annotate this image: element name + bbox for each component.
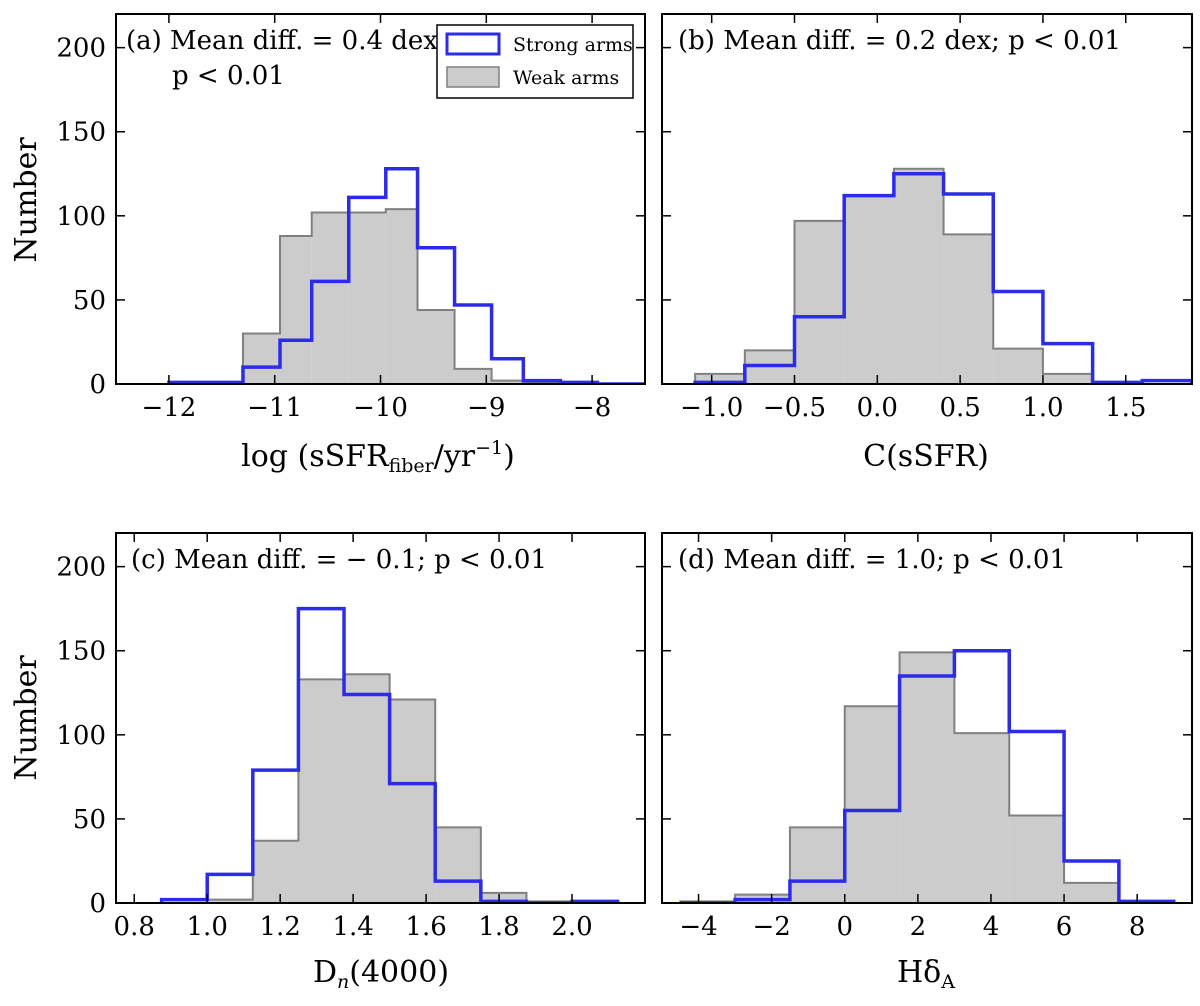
panel-a-weak-bar xyxy=(348,212,386,384)
panel-a-weak-bar xyxy=(417,310,455,384)
panel-d-strong-step xyxy=(680,648,1176,903)
panel-c-weak-bar xyxy=(298,679,345,903)
panel-a-y-tick-label: 150 xyxy=(56,118,106,148)
panel-b-axes-frame xyxy=(661,13,1193,385)
panel-d-plot-area xyxy=(679,648,1176,903)
panel-a-y-tick-label: 100 xyxy=(56,202,106,232)
panel-b-x-tick-label: −1.0 xyxy=(680,393,743,423)
panel-c-weak-bar xyxy=(389,699,436,903)
legend-strong-label: Strong arms xyxy=(513,34,633,56)
panel-c-weak-bar xyxy=(480,892,527,903)
panel-c-y-tick-label: 50 xyxy=(73,805,106,835)
legend-weak-swatch xyxy=(446,66,500,88)
panel-d-weak-outline xyxy=(679,651,1174,903)
panel-c-x-tick-label: 1.0 xyxy=(187,912,228,942)
panel-b-plot-area xyxy=(693,167,1192,384)
panel-d-axes-frame xyxy=(661,532,1193,904)
panel-c-y-tick-label: 150 xyxy=(56,637,106,667)
panel-d-weak-bar xyxy=(844,706,900,903)
panel-c-x-tick-label: 1.2 xyxy=(259,912,300,942)
panel-b-weak-bar xyxy=(943,234,994,384)
panel-c-x-tick-label: 0.8 xyxy=(114,912,155,942)
panel-d-x-tick-label: −2 xyxy=(752,912,790,942)
panel-a-x-axis-label: log (sSFRfiber/yr−1) xyxy=(241,437,515,477)
panel-d-x-tick-label: 2 xyxy=(910,912,927,942)
panel-a-x-tick-label: −10 xyxy=(353,393,408,423)
panel-c-weak-bar xyxy=(252,840,299,903)
panel-c-histogram: 0.8 1.0 1.2 1.4 1.6 1.8 2.0 0 50 100 150 200 xyxy=(56,532,646,942)
legend-strong-swatch xyxy=(445,32,501,56)
panel-d-weak-bar xyxy=(954,733,1010,903)
panel-b-x-axis-label: C(sSFR) xyxy=(863,439,989,474)
panel-d-x-axis-label: HδA xyxy=(897,955,955,993)
panel-c-weak-bar xyxy=(344,674,390,903)
panel-c-annotation: (c) Mean diff. = − 0.1; p < 0.01 xyxy=(131,545,547,575)
panel-a-annotation: (a) Mean diff. = 0.4 dex; xyxy=(126,26,447,56)
panel-c-y-tick-label: 0 xyxy=(89,889,106,919)
panel-c-plot-area xyxy=(159,606,620,903)
panel-b-weak-bar xyxy=(893,168,944,384)
panel-a-y-tick-label: 0 xyxy=(89,370,106,400)
panel-c-x-axis-label: Dn(4000) xyxy=(313,955,449,993)
panel-b-weak-bar xyxy=(1042,373,1093,384)
panel-b-x-tick-label: 0.0 xyxy=(857,393,898,423)
panel-b-weak-bar xyxy=(844,195,894,384)
panel-a-weak-bar xyxy=(454,368,492,384)
panel-a-weak-bar xyxy=(279,236,312,384)
panel-b-weak-outline xyxy=(694,167,1192,384)
panel-a-weak-bar xyxy=(311,212,349,384)
panel-c-x-tick-label: 1.4 xyxy=(332,912,373,942)
panel-c-y-tick-label: 100 xyxy=(56,721,106,751)
panel-d-weak-bar xyxy=(899,652,955,903)
panel-a-x-tick-label: −8 xyxy=(573,393,611,423)
panel-a-y-tick-label: 50 xyxy=(73,286,106,316)
panel-b-weak-bar xyxy=(695,373,745,384)
panel-b-x-tick-label: 1.0 xyxy=(1022,393,1063,423)
panel-d-annotation: (d) Mean diff. = 1.0; p < 0.01 xyxy=(678,545,1066,575)
panel-a-x-tick-label: −11 xyxy=(247,393,302,423)
y-axis-label-top: Number xyxy=(9,137,44,263)
panel-a-weak-bar xyxy=(491,380,524,384)
panel-c-x-tick-label: 2.0 xyxy=(551,912,592,942)
legend: Strong arms Weak arms xyxy=(436,24,634,99)
panel-b-histogram: −1.0 −0.5 0.0 0.5 1.0 1.5 xyxy=(661,13,1193,423)
panel-d-x-tick-label: −4 xyxy=(679,912,717,942)
panel-c-axes-frame xyxy=(115,532,646,904)
legend-weak-label: Weak arms xyxy=(513,67,619,89)
panel-c-strong-step xyxy=(159,606,620,903)
panel-d-x-tick-label: 6 xyxy=(1056,912,1073,942)
panel-b-annotation: (b) Mean diff. = 0.2 dex; p < 0.01 xyxy=(678,26,1121,56)
panel-c-x-tick-label: 1.8 xyxy=(478,912,519,942)
panel-a-x-tick-label: −12 xyxy=(141,393,196,423)
panel-a-pvalue: p < 0.01 xyxy=(172,61,285,91)
panel-d-x-tick-label: 4 xyxy=(983,912,1000,942)
panel-c-weak-bar xyxy=(207,899,253,903)
panel-d-x-tick-label: 8 xyxy=(1129,912,1146,942)
panel-a-weak-bar xyxy=(385,209,418,384)
panel-b-weak-bar xyxy=(794,220,845,384)
panel-c-weak-bar xyxy=(435,827,481,903)
panel-d-weak-bar xyxy=(789,827,845,903)
panel-c-y-tick-label: 200 xyxy=(56,553,106,583)
panel-d-histogram: −4 −2 0 2 4 6 8 xyxy=(661,532,1193,942)
panel-b-x-tick-label: 0.5 xyxy=(939,393,980,423)
panel-a-weak-bar xyxy=(242,333,280,384)
panel-a-histogram: −12 −11 −10 −9 −8 0 50 100 150 200 xyxy=(56,13,646,423)
y-axis-label-bottom: Number xyxy=(9,655,44,781)
panel-d-weak-bar xyxy=(1009,815,1065,903)
panel-d-weak-bar xyxy=(1064,882,1119,903)
panel-a-strong-step xyxy=(167,166,645,384)
panel-a-y-tick-label: 200 xyxy=(56,34,106,64)
panel-d-x-tick-label: 0 xyxy=(836,912,853,942)
panel-b-x-tick-label: −0.5 xyxy=(763,393,826,423)
panel-b-strong-step xyxy=(693,172,1192,384)
panel-b-weak-bar xyxy=(993,348,1043,384)
panel-a-x-tick-label: −9 xyxy=(467,393,505,423)
panel-b-x-tick-label: 1.5 xyxy=(1105,393,1146,423)
panel-c-x-tick-label: 1.6 xyxy=(405,912,446,942)
panel-a-plot-area xyxy=(167,166,645,384)
